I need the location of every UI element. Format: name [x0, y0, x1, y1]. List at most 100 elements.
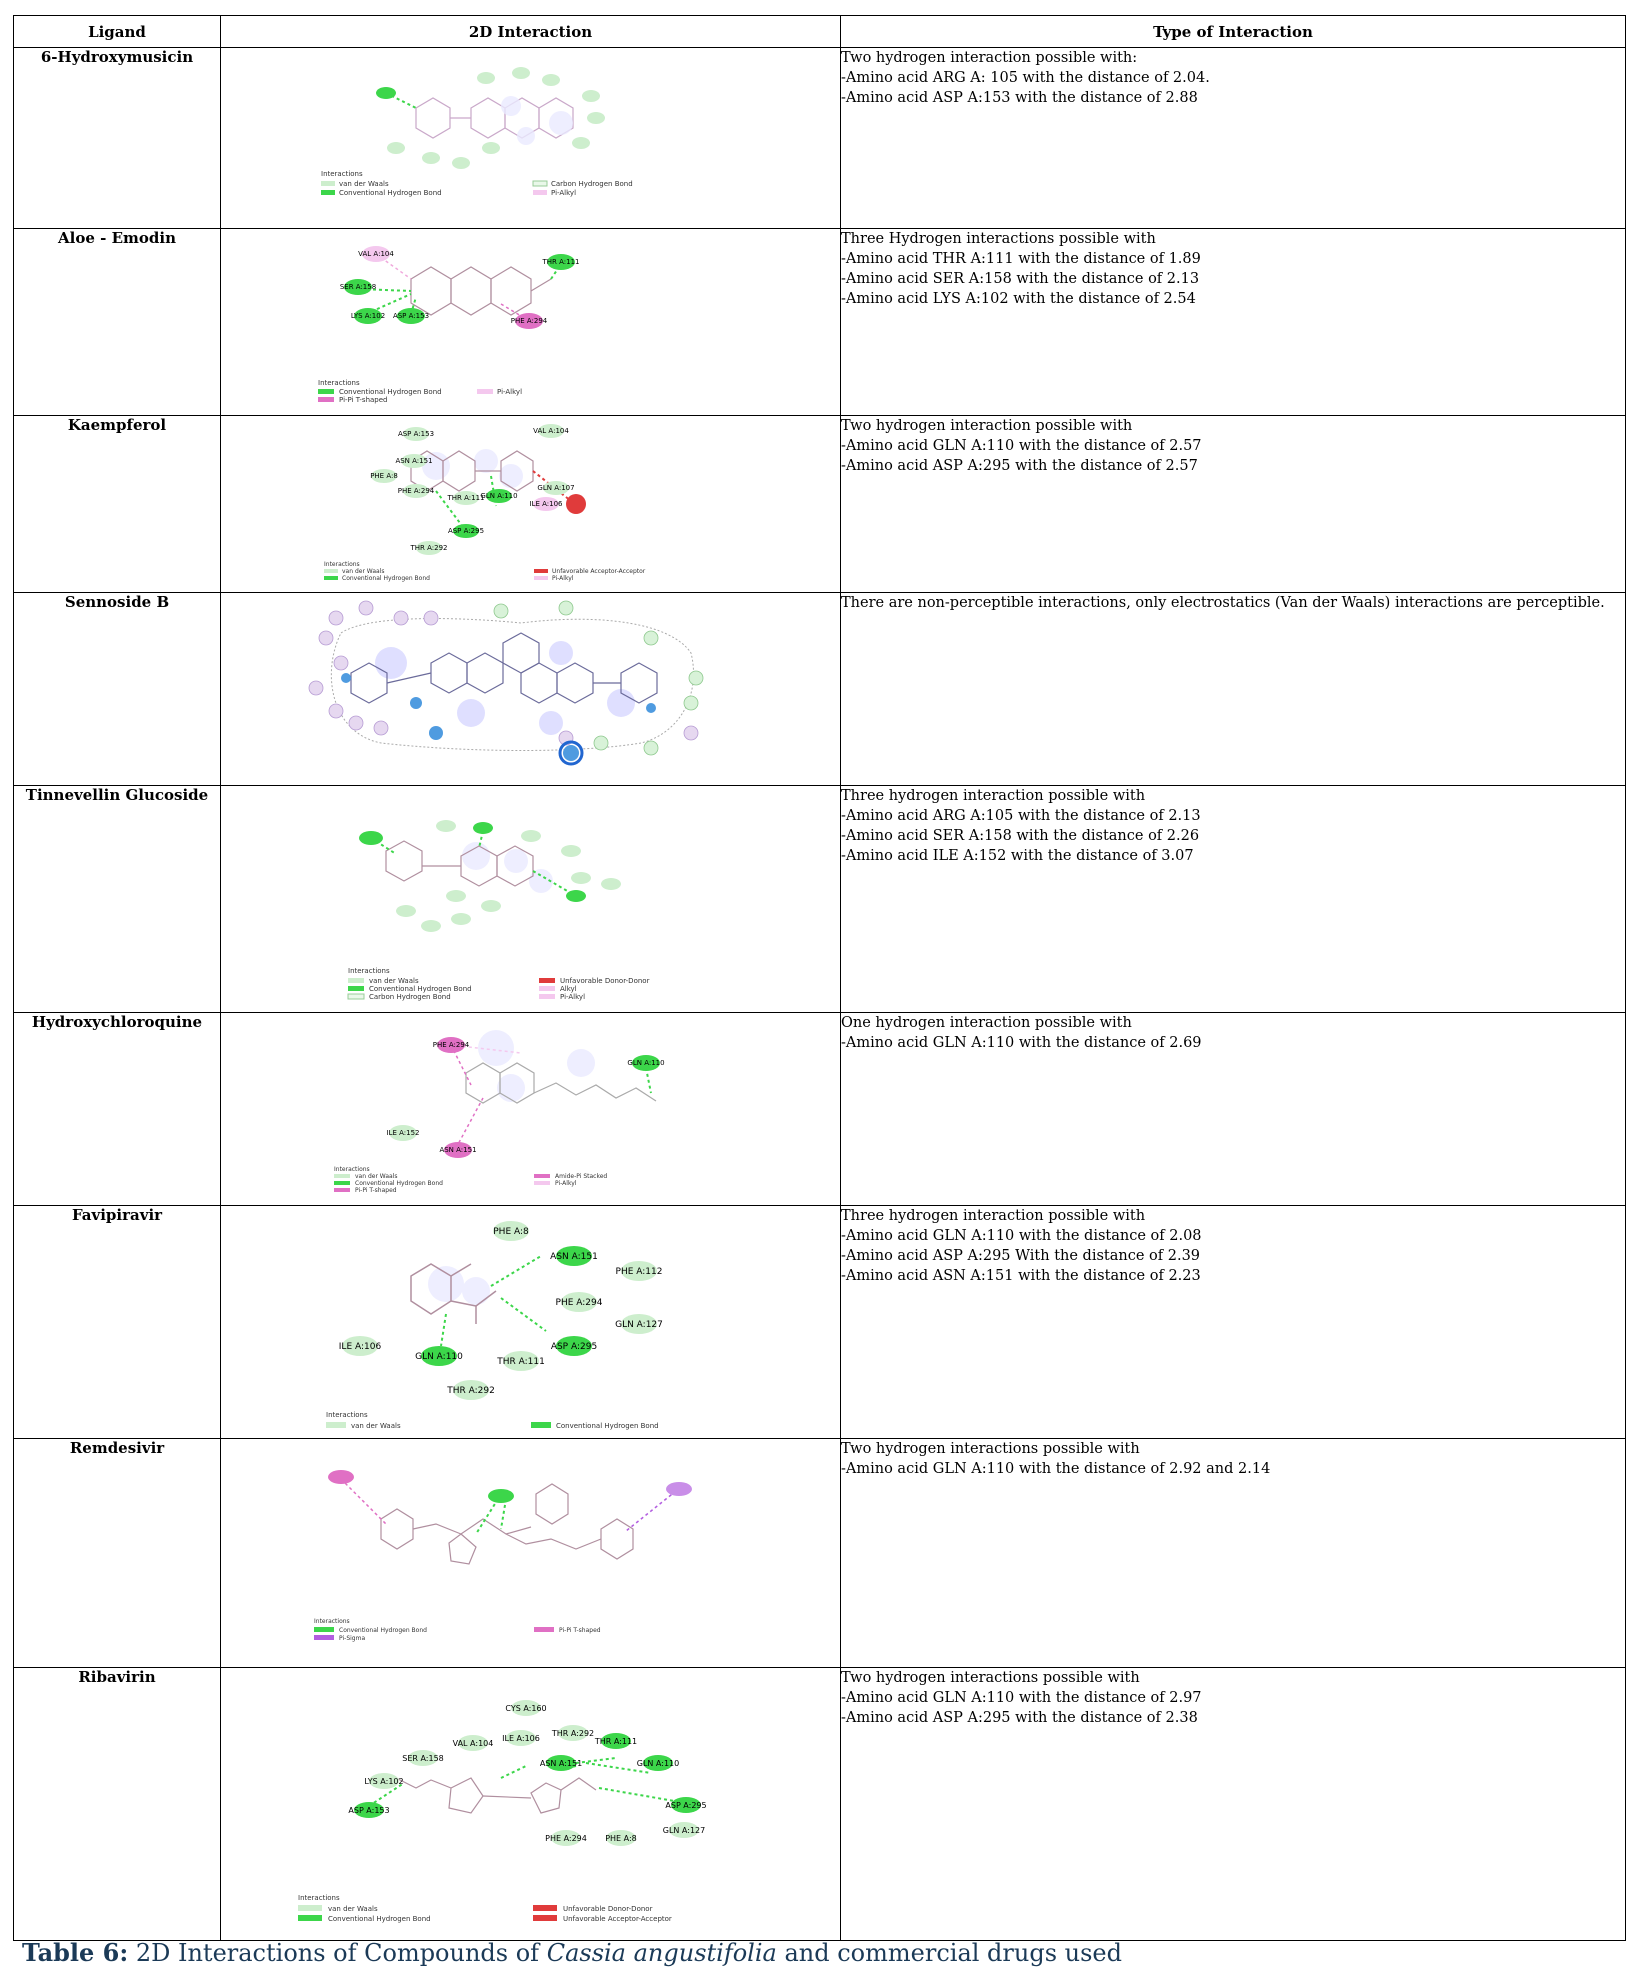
residue-label: GLN A:110: [415, 1352, 463, 1362]
legend-item: Pi-Pi T-shaped: [339, 396, 388, 404]
description-line: Two hydrogen interaction possible with:: [841, 50, 1138, 66]
caption-label: Table 6:: [22, 1938, 129, 1967]
legend-item: Pi-Alkyl: [551, 189, 576, 197]
caption-species: Cassia angustifolia: [546, 1939, 777, 1967]
legend-item: Unfavorable Acceptor-Acceptor: [552, 568, 646, 575]
legend-title: Interactions: [326, 1411, 368, 1419]
residue-label: THR A:111: [446, 494, 484, 502]
description-line: -Amino acid THR A:111 with the distance …: [841, 251, 1201, 267]
description-line: -Amino acid ASN A:151 with the distance …: [841, 1268, 1201, 1284]
ligand-name: Hydroxychloroquine: [13, 1012, 221, 1206]
description-line: Two hydrogen interactions possible with: [841, 1441, 1140, 1457]
residue-label: PHE A:294: [433, 1041, 470, 1049]
table-row: 6-Hydroxymusicin: [13, 47, 1626, 229]
residue-label: THR A:111: [541, 258, 579, 266]
interaction-description: There are non-perceptible interactions, …: [840, 592, 1626, 786]
interaction-diagram: [220, 592, 841, 786]
description-line: Three hydrogen interaction possible with: [841, 788, 1146, 804]
legend-title: Interactions: [324, 561, 360, 568]
legend-title: Interactions: [314, 1618, 350, 1625]
table-row: Sennoside B: [13, 592, 1626, 786]
header-ligand: Ligand: [13, 15, 221, 48]
table-row: Tinnevellin Glucoside: [13, 785, 1626, 1013]
interaction-diagram: VAL A:104 THR A:111 SER A:158 LYS A:102 …: [220, 228, 841, 416]
residue-label: SER A:158: [340, 283, 376, 291]
header-type-of-interaction: Type of Interaction: [840, 15, 1626, 48]
table-row: Hydroxychloroquine: [13, 1012, 1626, 1206]
description-line: -Amino acid SER A:158 with the distance …: [841, 271, 1200, 287]
residue-label: GLN A:127: [663, 1826, 705, 1835]
interaction-diagram: PHE A:8 ASN A:151 PHE A:112 PHE A:294 GL…: [220, 1205, 841, 1439]
residue-label: ASN A:151: [540, 1759, 582, 1768]
interaction-diagram: CYS A:160 THR A:292 VAL A:104 ILE A:106 …: [220, 1667, 841, 1941]
description-line: One hydrogen interaction possible with: [841, 1015, 1132, 1031]
description-line: -Amino acid LYS A:102 with the distance …: [841, 291, 1196, 307]
header-2d-interaction: 2D Interaction: [220, 15, 841, 48]
residue-label: GLN A:110: [637, 1759, 679, 1768]
residue-label: GLN A:110: [480, 492, 517, 500]
residue-label: PHE A:8: [370, 472, 398, 480]
interaction-table: Ligand 2D Interaction Type of Interactio…: [13, 15, 1626, 1941]
residue-label: ILE A:106: [502, 1734, 540, 1743]
legend-item: Pi-Alkyl: [497, 388, 522, 396]
residue-label: ILE A:152: [387, 1129, 420, 1137]
residue-label: LYS A:102: [351, 312, 385, 320]
residue-label: ASN A:151: [439, 1146, 476, 1154]
description-line: -Amino acid ASP A:295 with the distance …: [841, 1710, 1198, 1726]
interaction-diagram: Interactions van der Waals Conventional …: [220, 785, 841, 1013]
residue-label: VAL A:104: [453, 1739, 494, 1748]
molecule-diagram: ASP A:153 VAL A:104 ASN A:151 PHE A:8 PH…: [324, 424, 646, 582]
interaction-description: Two hydrogen interaction possible with -…: [840, 415, 1626, 593]
ligand-name: Remdesivir: [13, 1438, 221, 1668]
legend-item: Pi-Alkyl: [552, 575, 574, 582]
description-line: -Amino acid SER A:158 with the distance …: [841, 828, 1200, 844]
ligand-name: Ribavirin: [13, 1667, 221, 1941]
molecule-diagram: CYS A:160 THR A:292 VAL A:104 ILE A:106 …: [298, 1700, 707, 1923]
residue-label: ASP A:153: [348, 1806, 389, 1815]
residue-label: ILE A:106: [530, 500, 564, 508]
description-line: There are non-perceptible interactions, …: [841, 595, 1605, 611]
description-line: -Amino acid GLN A:110 with the distance …: [841, 1035, 1202, 1051]
residue-label: ASP A:153: [393, 312, 429, 320]
legend-item: Unfavorable Donor-Donor: [560, 977, 650, 985]
table-caption: Table 6: 2D Interactions of Compounds of…: [22, 1938, 1122, 1967]
description-line: -Amino acid ARG A: 105 with the distance…: [841, 70, 1210, 86]
legend-item: Carbon Hydrogen Bond: [369, 993, 451, 1001]
legend-item: Pi-Pi T-shaped: [559, 1627, 601, 1634]
description-line: -Amino acid ILE A:152 with the distance …: [841, 848, 1194, 864]
ligand-name: Favipiravir: [13, 1205, 221, 1439]
residue-label: THR A:111: [594, 1737, 637, 1746]
description-line: Two hydrogen interaction possible with: [841, 418, 1133, 434]
table-row: Kaempferol: [13, 415, 1626, 593]
residue-label: ASP A:295: [551, 1342, 597, 1352]
molecule-diagram: Interactions Conventional Hydrogen Bond …: [314, 1470, 692, 1642]
residue-label: PHE A:8: [605, 1834, 637, 1843]
residue-label: CYS A:160: [505, 1704, 546, 1713]
residue-label: ASN A:151: [550, 1252, 598, 1262]
molecule-diagram: PHE A:294 GLN A:110 ILE A:152 ASN A:151 …: [334, 1030, 665, 1194]
molecule-diagram: PHE A:8 ASN A:151 PHE A:112 PHE A:294 GL…: [326, 1221, 663, 1430]
residue-label: PHE A:294: [556, 1298, 603, 1308]
interaction-description: Two hydrogen interaction possible with: …: [840, 47, 1626, 229]
residue-label: PHE A:112: [616, 1267, 663, 1277]
legend-item: Pi-Alkyl: [555, 1180, 577, 1187]
residue-label: THR A:292: [409, 544, 447, 552]
interaction-description: One hydrogen interaction possible with -…: [840, 1012, 1626, 1206]
legend-item: Carbon Hydrogen Bond: [551, 180, 633, 188]
interaction-diagram: PHE A:294 GLN A:110 ILE A:152 ASN A:151 …: [220, 1012, 841, 1206]
description-line: Three hydrogen interaction possible with: [841, 1208, 1146, 1224]
table-row: Ribavirin: [13, 1667, 1626, 1941]
description-line: -Amino acid ASP A:295 With the distance …: [841, 1248, 1201, 1264]
interaction-description: Three hydrogen interaction possible with…: [840, 1205, 1626, 1439]
molecule-diagram: Interactions van der Waals Conventional …: [347, 820, 650, 1001]
header-row: Ligand 2D Interaction Type of Interactio…: [13, 15, 1626, 48]
description-line: -Amino acid ASP A:153 with the distance …: [841, 90, 1198, 106]
residue-label: PHE A:294: [398, 487, 435, 495]
legend-title: Interactions: [334, 1166, 370, 1173]
description-line: -Amino acid ARG A:105 with the distance …: [841, 808, 1201, 824]
interaction-description: Two hydrogen interactions possible with …: [840, 1438, 1626, 1668]
legend-item: Conventional Hydrogen Bond: [328, 1915, 431, 1923]
legend-title: Interactions: [321, 170, 363, 178]
residue-label: GLN A:110: [627, 1059, 664, 1067]
legend-item: van der Waals: [328, 1905, 378, 1913]
